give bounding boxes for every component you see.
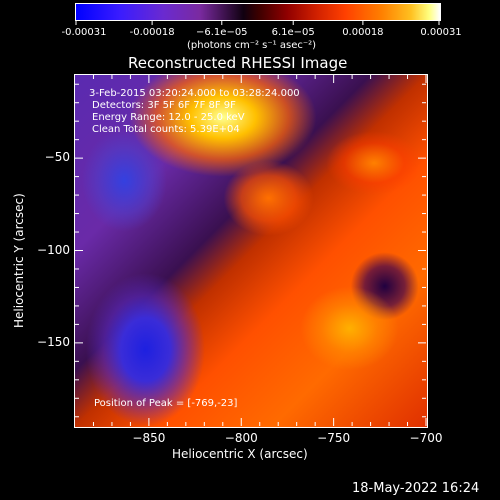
annotation-peak: Position of Peak = [-769,-23] bbox=[94, 398, 238, 409]
x-axis-label: Heliocentric X (arcsec) bbox=[172, 447, 308, 461]
y-tick-label: −150 bbox=[37, 334, 70, 349]
y-axis-label: Heliocentric Y (arcsec) bbox=[12, 193, 26, 328]
y-tick-label: −50 bbox=[44, 150, 70, 165]
footer-date: 18-May-2022 16:24 bbox=[352, 481, 480, 496]
colorbar-tick-label: 0.00031 bbox=[420, 27, 462, 38]
colorbar-tick-label: −6.1e−05 bbox=[196, 27, 248, 38]
x-tick-label: −800 bbox=[224, 431, 258, 445]
x-tick-label: −700 bbox=[409, 431, 443, 445]
y-tick-label: −100 bbox=[37, 242, 70, 257]
annotation-time-range: 3-Feb-2015 03:20:24.000 to 03:28:24.000 bbox=[89, 88, 300, 99]
colorbar-tick-label: 6.1e−05 bbox=[271, 27, 315, 38]
plot-area bbox=[74, 74, 428, 428]
annotation-method: Clean Total counts: 5.39E+04 bbox=[92, 124, 240, 135]
chart-title: Reconstructed RHESSI Image bbox=[128, 54, 348, 72]
colorbar bbox=[75, 3, 441, 21]
x-tick-label: −750 bbox=[317, 431, 351, 445]
x-tick-label: −850 bbox=[132, 431, 166, 445]
annotation-energy-range: Energy Range: 12.0 - 25.0 keV bbox=[92, 112, 245, 123]
colorbar-tick-label: -0.00018 bbox=[129, 27, 175, 38]
colorbar-units-label: (photons cm⁻² s⁻¹ asec⁻²) bbox=[187, 40, 317, 51]
colorbar-tick-label: -0.00031 bbox=[61, 27, 107, 38]
colorbar-tick-label: 0.00018 bbox=[342, 27, 384, 38]
annotation-detectors: Detectors: 3F 5F 6F 7F 8F 9F bbox=[92, 100, 236, 111]
